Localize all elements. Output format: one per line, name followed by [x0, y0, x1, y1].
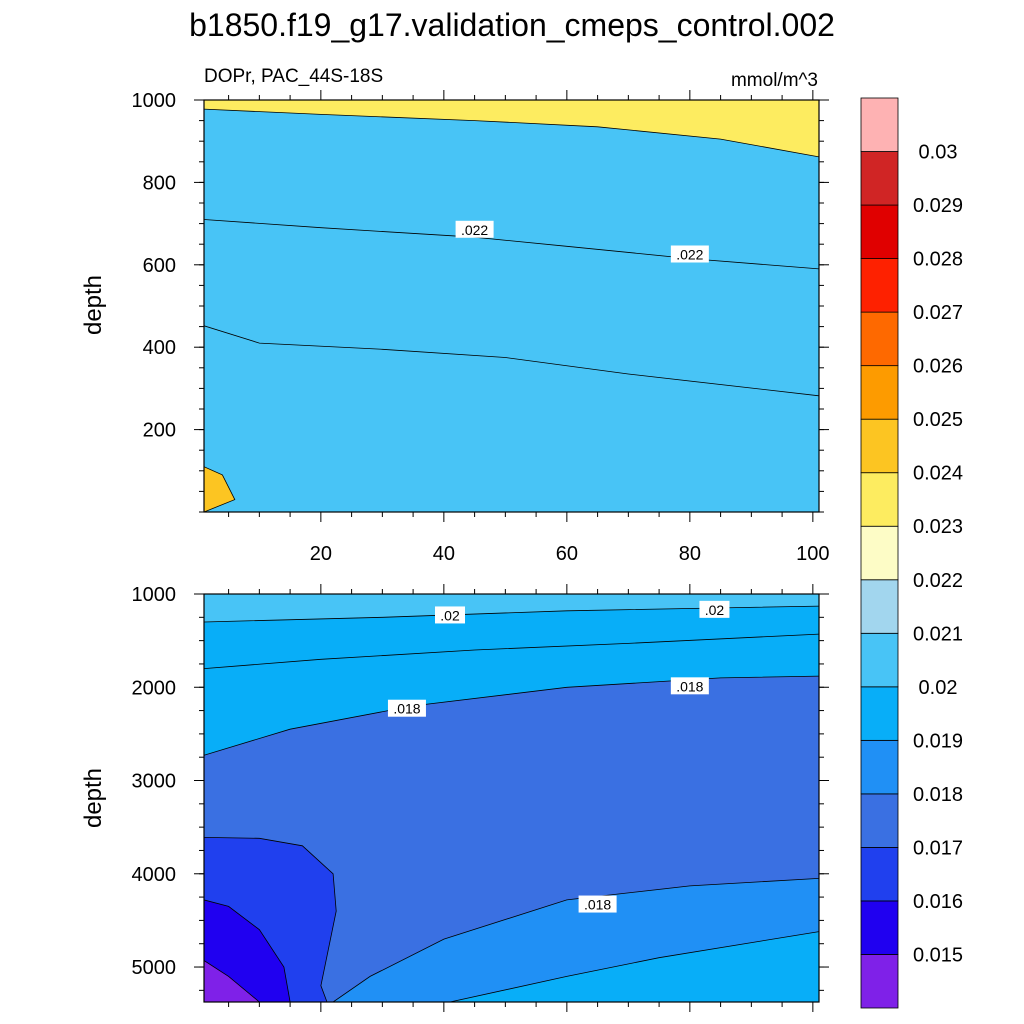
- contour-region-0.02: [204, 109, 819, 512]
- colorbar-label: 0.03: [919, 142, 958, 164]
- y-tick-label: 5000: [132, 957, 177, 979]
- colorbar-swatch: [860, 793, 899, 848]
- colorbar-swatch: [860, 847, 899, 902]
- contour-label-box: [387, 699, 426, 717]
- colorbar-label: 0.027: [913, 302, 963, 324]
- lower-y-axis-label: depth: [80, 768, 107, 828]
- y-tick-label: 4000: [132, 864, 177, 886]
- colorbar-swatch: [860, 739, 899, 795]
- contour-line-0.02: [204, 605, 819, 623]
- contour-region-0.024: [204, 100, 235, 512]
- colorbar-label: 0.025: [913, 409, 963, 431]
- colorbar-swatch: [860, 579, 899, 634]
- contour-label-box: [670, 245, 709, 263]
- colorbar-swatch: [860, 418, 899, 474]
- upper-y-axis-label: depth: [80, 275, 107, 335]
- contour-line-0.019: [449, 931, 819, 1002]
- contour-label: .018: [393, 701, 420, 717]
- units-label: mmol/m^3: [731, 70, 818, 91]
- contour-region-0.019: [450, 931, 819, 1002]
- colorbar-swatch: [860, 365, 899, 420]
- axis-ticks: [194, 90, 829, 522]
- colorbar-swatch: [860, 97, 899, 152]
- x-tick-label: 40: [433, 543, 455, 565]
- contour-lines: [204, 108, 819, 512]
- colorbar-swatch: [860, 472, 899, 527]
- colorbar-swatch: [860, 954, 899, 1009]
- contour-line-0.024: [204, 466, 236, 512]
- contour-lines: [204, 605, 819, 1002]
- contour-line-0.018: [332, 878, 819, 1002]
- colorbar-swatch: [860, 204, 899, 259]
- colorbar-label: 0.017: [913, 837, 963, 859]
- y-tick-label: 200: [143, 420, 176, 442]
- lower-contour-panel: .02 .02 .018 .018 .018 1000 2000 3000 4000 5000: [132, 584, 829, 1012]
- contour-label: .022: [461, 222, 488, 238]
- colorbar-label: 0.026: [913, 356, 963, 378]
- colorbar-label: 0.016: [913, 891, 963, 913]
- colorbar-swatch: [860, 686, 899, 741]
- variable-region-label: DOPr, PAC_44S-18S: [204, 66, 383, 87]
- contour-label-box: [699, 600, 730, 618]
- y-tick-label: 600: [143, 255, 176, 277]
- colorbar-label: 0.019: [913, 730, 963, 752]
- upper-contour-panel: .022 .022 200 400 600 800 1000 20 40 60 80 100: [132, 90, 830, 565]
- contour-label: .02: [440, 607, 460, 623]
- contour-region-0.017: [204, 676, 819, 1002]
- colorbar-label: 0.023: [913, 516, 963, 538]
- colorbar-label: 0.015: [913, 944, 963, 966]
- x-tick-label: 60: [556, 543, 578, 565]
- figure-title: b1850.f19_g17.validation_cmeps_control.0…: [189, 7, 835, 43]
- contour-line-0.023: [204, 325, 819, 397]
- colorbar-swatch: [860, 900, 899, 955]
- colorbar-swatch: [860, 525, 899, 581]
- contour-line-0.016: [204, 899, 291, 1002]
- contour-label-box: [455, 220, 494, 238]
- colorbar-label: 0.02: [919, 677, 958, 699]
- y-tick-label: 1000: [132, 90, 177, 112]
- colorbar-swatch: [860, 258, 899, 313]
- contour-fills: [204, 594, 819, 1002]
- contour-label-box: [435, 606, 465, 624]
- contour-region-0.02: [204, 594, 819, 622]
- contour-line-0.019: [204, 633, 819, 669]
- contour-line-0.018: [204, 675, 819, 756]
- colorbar-swatch: [860, 311, 899, 367]
- y-tick-label: 2000: [132, 677, 177, 699]
- colorbar: 0.015 0.016 0.017 0.018 0.019 0.02 0.021 0.022 0…: [860, 97, 963, 1009]
- x-tick-label: 20: [310, 543, 332, 565]
- colorbar-label: 0.018: [913, 784, 963, 806]
- y-tick-label: 400: [143, 337, 176, 359]
- contour-line-0.021: [204, 108, 819, 158]
- y-tick-label: 800: [143, 172, 176, 194]
- contour-line-0.017: [204, 837, 337, 1002]
- contour-label-box: [670, 677, 709, 695]
- colorbar-label: 0.029: [913, 195, 963, 217]
- x-tick-label: 100: [796, 543, 829, 565]
- axis-ticks: [194, 584, 829, 1012]
- contour-label: .02: [705, 602, 725, 618]
- colorbar-label: 0.024: [913, 463, 963, 485]
- colorbar-swatch: [860, 632, 899, 688]
- contour-region-0.014: [204, 960, 260, 1002]
- contour-fills: [204, 100, 819, 512]
- contour-label: .022: [676, 247, 703, 263]
- y-tick-label: 3000: [132, 771, 177, 793]
- contour-label: .018: [584, 897, 611, 913]
- x-tick-label: 80: [679, 543, 701, 565]
- colorbar-label: 0.021: [913, 623, 963, 645]
- plot-frame: [203, 593, 820, 1003]
- y-tick-label: 1000: [132, 584, 177, 606]
- colorbar-label: 0.022: [913, 570, 963, 592]
- colorbar-swatch: [860, 151, 899, 206]
- contour-line-0.015: [204, 960, 260, 1002]
- contour-label-box: [578, 895, 617, 913]
- contour-label: .018: [676, 678, 703, 694]
- colorbar-label: 0.028: [913, 249, 963, 271]
- contour-line-0.022: [204, 219, 819, 270]
